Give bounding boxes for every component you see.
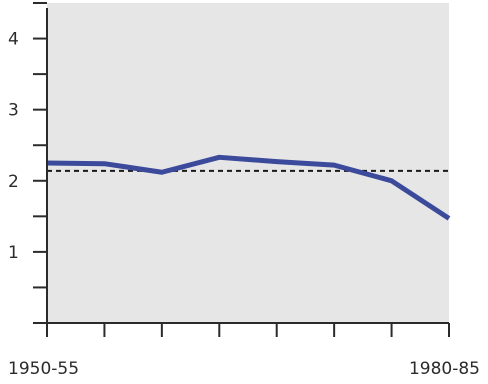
y-tick-label: 3 [8,101,19,121]
y-tick-label: 1 [8,243,19,263]
y-tick-label: 2 [8,172,19,192]
series-line-0 [46,154,451,221]
y-tick-label: 4 [8,30,19,50]
x-tick-label: 1980-85 [409,359,480,379]
x-tick-label: 1950-55 [8,359,79,379]
